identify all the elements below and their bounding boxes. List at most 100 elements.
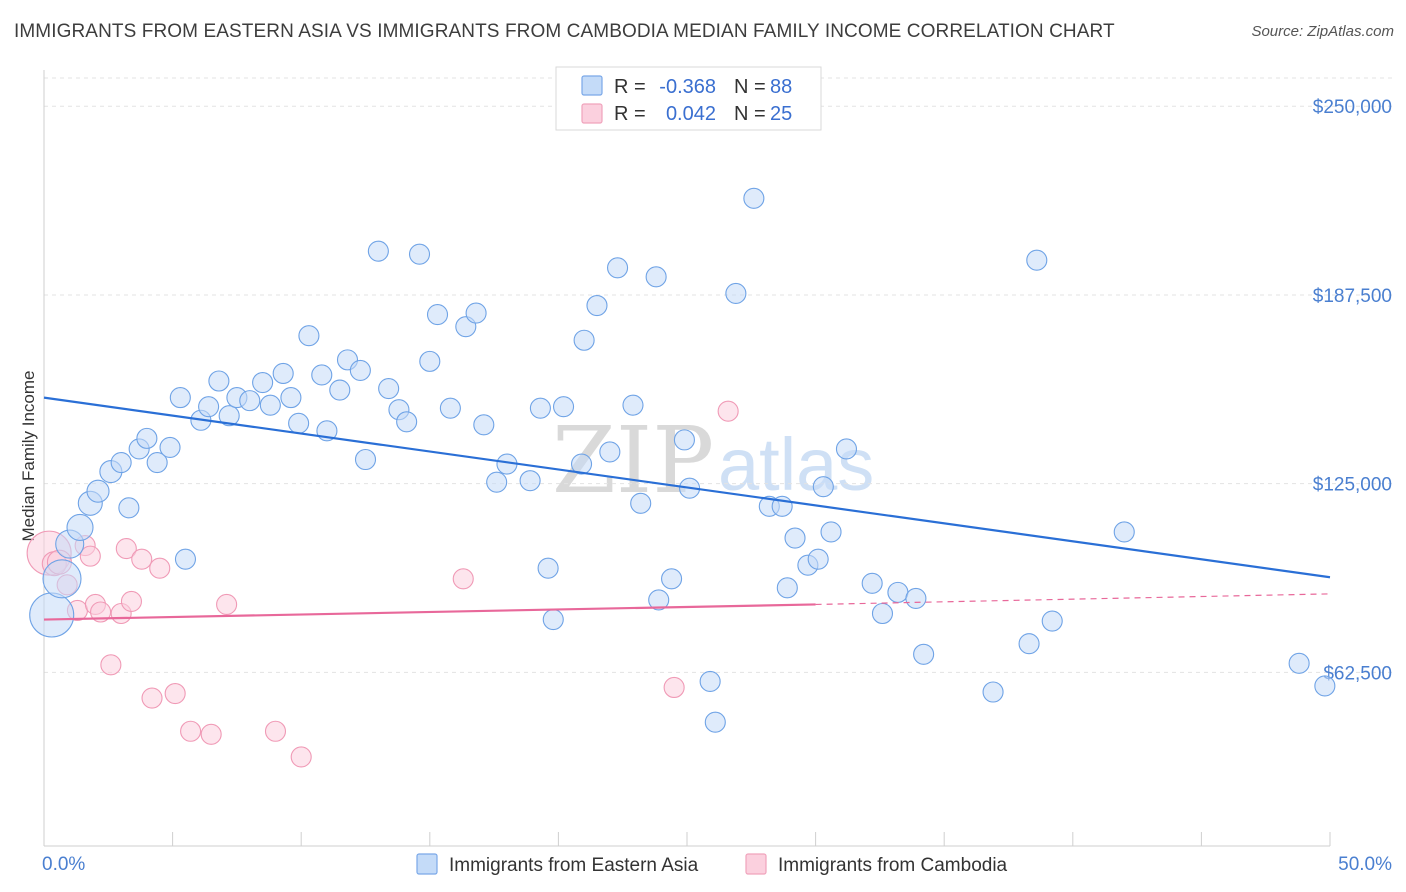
data-point xyxy=(673,429,695,451)
data-point xyxy=(115,538,137,560)
data-point xyxy=(820,521,842,543)
y-tick-labels: $62,500 $125,000 $187,500 $250,000 xyxy=(1313,97,1392,684)
data-point xyxy=(426,304,449,326)
legend-r-label-1: R = xyxy=(614,76,646,98)
trend-line-cambodia-extension xyxy=(815,593,1331,606)
trend-line-cambodia xyxy=(43,603,816,621)
y-tick-label: $125,000 xyxy=(1313,475,1392,496)
data-point xyxy=(419,350,441,372)
source-credit: Source: ZipAtlas.com xyxy=(1251,23,1394,40)
watermark-atlas: atlas xyxy=(718,423,874,506)
data-point xyxy=(473,414,495,436)
data-point xyxy=(704,711,726,733)
data-point xyxy=(200,723,222,745)
x-tick-label-min: 0.0% xyxy=(42,854,85,875)
legend-n-value-1: 88 xyxy=(770,76,792,98)
trend-line-eastern-asia xyxy=(43,396,1331,579)
data-point xyxy=(311,364,333,386)
x-tick-label-max: 50.0% xyxy=(1338,854,1392,875)
data-point xyxy=(66,513,94,541)
data-point xyxy=(164,682,186,705)
legend-r-label-2: R = xyxy=(614,103,646,125)
data-point xyxy=(354,448,377,471)
data-point xyxy=(239,390,261,412)
data-point xyxy=(42,559,82,599)
data-point xyxy=(180,720,202,742)
data-point xyxy=(110,451,132,474)
data-point xyxy=(408,243,431,265)
data-point xyxy=(90,601,112,623)
series-legend: Immigrants from Eastern Asia Immigrants … xyxy=(416,853,1008,876)
data-point xyxy=(118,497,140,519)
data-point xyxy=(367,240,389,262)
data-point xyxy=(146,451,168,474)
data-point xyxy=(136,427,158,449)
data-point xyxy=(252,371,274,394)
stats-legend: R = -0.368 N = 88 R = 0.042 N = 25 xyxy=(555,66,822,131)
data-point xyxy=(1026,249,1048,271)
legend-n-label-1: N = xyxy=(734,76,766,98)
data-point xyxy=(288,412,310,434)
data-point xyxy=(1041,610,1063,632)
y-tick-label: $187,500 xyxy=(1313,286,1392,307)
data-point xyxy=(887,581,909,603)
data-point xyxy=(1018,633,1040,655)
data-point xyxy=(807,548,829,570)
data-point xyxy=(537,557,559,579)
data-point xyxy=(208,370,230,392)
data-point xyxy=(272,362,294,385)
data-point xyxy=(174,548,197,570)
chart-title: IMMIGRANTS FROM EASTERN ASIA VS IMMIGRAN… xyxy=(14,21,1115,42)
data-point xyxy=(743,187,765,209)
data-point xyxy=(861,572,883,594)
data-point xyxy=(982,681,1004,703)
y-tick-label: $62,500 xyxy=(1323,663,1392,684)
series-legend-label-pink: Immigrants from Cambodia xyxy=(778,855,1008,876)
data-point xyxy=(699,670,721,692)
data-point xyxy=(776,577,798,599)
data-point xyxy=(648,589,670,611)
data-point xyxy=(607,257,629,279)
y-axis-title: Median Family Income xyxy=(19,370,38,541)
series-eastern-asia xyxy=(29,187,1336,733)
data-point xyxy=(79,545,101,567)
data-point xyxy=(717,400,739,422)
data-point xyxy=(599,441,621,463)
data-point xyxy=(149,557,171,579)
data-point xyxy=(1288,652,1310,674)
trend-lines xyxy=(43,396,1331,621)
data-point xyxy=(198,396,220,418)
data-point xyxy=(1113,521,1135,543)
data-point xyxy=(396,411,418,433)
gridlines xyxy=(44,77,1392,673)
series-legend-label-blue: Immigrants from Eastern Asia xyxy=(449,855,699,876)
data-point xyxy=(465,302,487,324)
data-point xyxy=(529,397,551,419)
data-point xyxy=(586,294,608,317)
data-point xyxy=(264,720,287,742)
data-point xyxy=(622,394,644,416)
data-point xyxy=(573,329,595,351)
data-point xyxy=(645,266,667,288)
data-point xyxy=(159,436,181,458)
data-point xyxy=(630,492,652,514)
data-point xyxy=(661,568,683,590)
data-point xyxy=(452,568,474,590)
data-point xyxy=(349,359,371,381)
legend-n-value-2: 25 xyxy=(770,103,792,125)
data-point xyxy=(552,396,575,418)
data-point xyxy=(835,438,858,460)
legend-n-label-2: N = xyxy=(734,103,766,125)
legend-r-value-2: 0.042 xyxy=(666,103,716,125)
data-point xyxy=(725,282,747,304)
data-point xyxy=(905,587,927,609)
data-point xyxy=(216,593,238,615)
data-point xyxy=(29,592,75,638)
data-point xyxy=(259,394,281,416)
data-point xyxy=(812,476,834,498)
y-tick-label: $250,000 xyxy=(1313,97,1392,118)
data-point xyxy=(542,608,564,631)
data-point xyxy=(519,470,541,492)
data-point xyxy=(439,397,461,419)
